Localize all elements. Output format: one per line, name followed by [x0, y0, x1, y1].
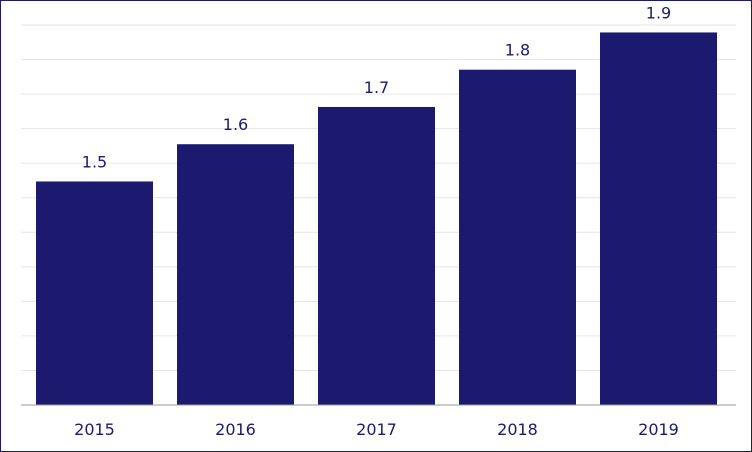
value-label-2017: 1.7 — [364, 78, 389, 97]
x-tick-label-2019: 2019 — [638, 420, 679, 439]
value-labels: 1.5 1.6 1.7 1.8 1.9 — [82, 3, 671, 171]
value-label-2016: 1.6 — [223, 115, 248, 134]
bar-2016 — [177, 144, 294, 405]
bar-2018 — [459, 69, 576, 406]
bar-2015 — [36, 181, 153, 405]
x-tick-labels: 2015 2016 2017 2018 2019 — [74, 420, 679, 439]
bar-2019 — [600, 32, 717, 405]
bar-2017 — [318, 106, 435, 405]
x-tick-label-2017: 2017 — [356, 420, 397, 439]
value-label-2018: 1.8 — [505, 41, 530, 60]
x-tick-label-2018: 2018 — [497, 420, 538, 439]
x-tick-label-2015: 2015 — [74, 420, 115, 439]
value-label-2015: 1.5 — [82, 152, 107, 171]
bars — [36, 32, 717, 406]
value-label-2019: 1.9 — [646, 3, 671, 22]
x-tick-label-2016: 2016 — [215, 420, 256, 439]
